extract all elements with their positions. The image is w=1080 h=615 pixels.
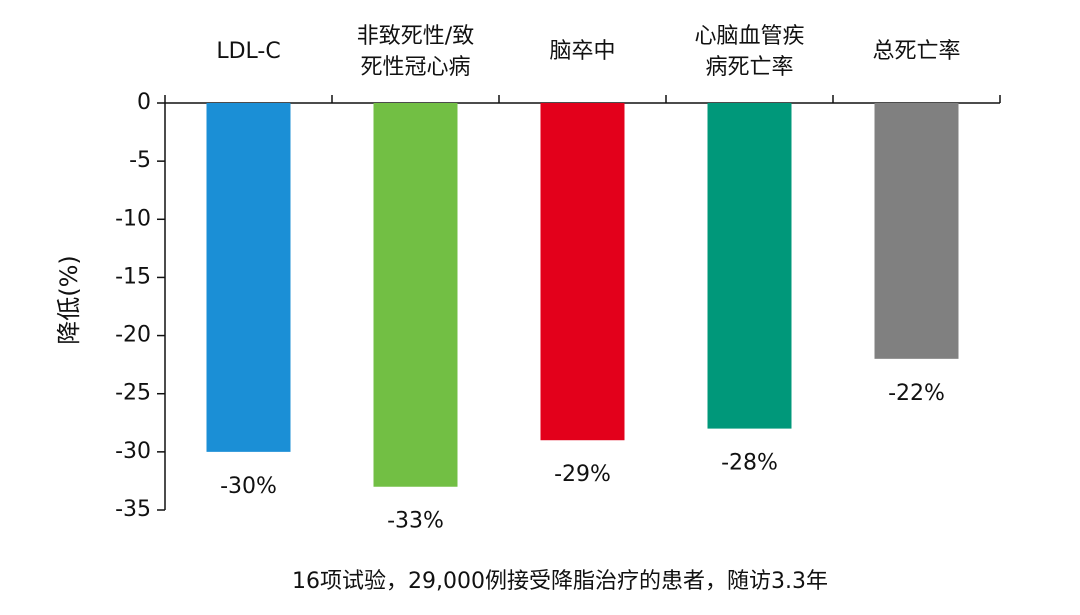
bar (540, 103, 625, 441)
y-tick-label: -30 (115, 439, 151, 464)
y-tick-label: -25 (115, 381, 151, 406)
x-tick-label: 总死亡率 (872, 39, 960, 64)
x-tick-label: 脑卒中 (549, 39, 615, 64)
y-tick-label: -20 (115, 323, 151, 348)
bar (874, 103, 959, 359)
category-line: 病死亡率 (705, 55, 793, 80)
value-label: -28% (721, 451, 778, 476)
category-line: 非致死性/致 (357, 24, 474, 49)
x-tick-label: 非致死性/致死性冠心病 (357, 24, 474, 80)
category-line: 心脑血管疾 (694, 24, 804, 49)
bar (373, 103, 458, 487)
value-label: -30% (220, 474, 277, 499)
y-tick-label: -35 (115, 497, 151, 522)
y-tick-label: -15 (115, 264, 151, 289)
y-tick-label: -5 (129, 148, 151, 173)
value-label: -22% (888, 381, 945, 406)
value-label: -33% (387, 509, 444, 534)
category-line: LDL-C (216, 39, 280, 64)
category-line: 脑卒中 (549, 39, 615, 64)
category-line: 死性冠心病 (360, 55, 470, 80)
y-tick-label: -10 (115, 206, 151, 231)
footnote: 16项试验，29,000例接受降脂治疗的患者，随访3.3年 (292, 569, 828, 594)
y-tick-label: 0 (137, 90, 151, 115)
bar (206, 103, 291, 452)
bar (707, 103, 792, 429)
x-tick-label: LDL-C (216, 39, 280, 64)
y-axis-title: 降低(%) (55, 255, 83, 345)
value-label: -29% (554, 462, 611, 487)
category-line: 总死亡率 (872, 39, 960, 64)
x-tick-label: 心脑血管疾病死亡率 (694, 24, 804, 80)
